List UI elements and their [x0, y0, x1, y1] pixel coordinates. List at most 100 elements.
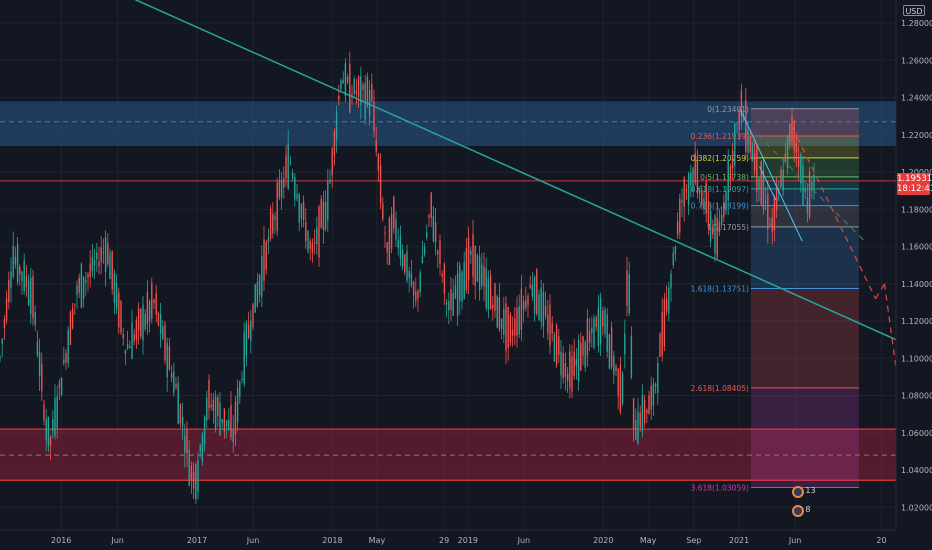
candle-body [540, 287, 542, 322]
candle-body [349, 63, 351, 113]
candle-body [371, 83, 373, 102]
candle-body [302, 201, 305, 220]
candle-body [604, 309, 606, 334]
candle-body [228, 419, 230, 430]
candle-body [626, 270, 628, 306]
candle-body [643, 399, 646, 424]
candle-body [142, 304, 144, 341]
candle-body [408, 270, 410, 278]
candle-body [745, 100, 747, 152]
candle-body [192, 472, 195, 489]
candle-body [320, 198, 322, 228]
event-mark[interactable]: 8 [792, 505, 811, 517]
candle-body [360, 76, 362, 105]
candle-body [177, 382, 179, 425]
candle-body [775, 184, 778, 211]
candle-body [252, 303, 254, 328]
candle-body [219, 403, 221, 436]
candle-body [212, 399, 215, 411]
candle-body [503, 308, 505, 335]
candle-body [549, 304, 551, 346]
candle-body [672, 252, 674, 266]
candle-body [137, 308, 140, 331]
candle-body [692, 168, 694, 192]
candle-body [91, 256, 94, 271]
candle-body [366, 76, 369, 106]
candle-body [544, 305, 547, 316]
candle-body [588, 331, 591, 343]
candle-body [166, 342, 168, 378]
x-tick-label: Jun [110, 536, 124, 545]
candle-body [551, 323, 553, 334]
candle-body [773, 196, 776, 231]
candle-body [637, 411, 639, 445]
candle-body [318, 206, 320, 258]
candle-body [131, 322, 133, 359]
candle-body [687, 173, 690, 205]
candle-body [674, 246, 677, 255]
candle-body [404, 254, 406, 273]
candle-body [542, 291, 545, 327]
candle-body [573, 352, 575, 377]
candle-body [584, 341, 586, 368]
candle-body [720, 214, 723, 226]
candle-body [564, 363, 567, 377]
wedge-line [759, 166, 777, 201]
candle-body [78, 277, 80, 293]
candle-body [767, 194, 769, 230]
candle-body [749, 135, 751, 153]
candle-body [714, 215, 716, 254]
candle-body [661, 311, 663, 357]
candle-body [14, 256, 17, 265]
candle-body [529, 284, 531, 289]
fib-band [750, 135, 859, 158]
candle-body [487, 278, 490, 310]
candle-body [87, 273, 89, 279]
candle-body [610, 327, 613, 367]
candle-body [648, 395, 650, 415]
candle-body [465, 247, 468, 291]
candle-body [705, 182, 707, 214]
currency-label[interactable]: USD [903, 5, 925, 16]
candles-group [0, 51, 815, 504]
candle-body [230, 404, 232, 438]
candle-body [615, 365, 617, 371]
candle-body [758, 178, 760, 190]
candle-body [461, 272, 463, 302]
candle-body [313, 242, 316, 244]
event-mark[interactable]: 13 [792, 486, 816, 499]
candle-body [388, 218, 391, 265]
candle-body [12, 245, 14, 277]
candle-body [346, 77, 349, 82]
candle-body [1, 339, 3, 344]
candle-body [657, 362, 659, 394]
candle-body [485, 268, 487, 309]
candle-body [329, 179, 331, 183]
candle-body [740, 90, 743, 118]
candle-body [736, 123, 738, 125]
candle-body [786, 135, 789, 168]
candle-body [0, 356, 1, 359]
candle-body [364, 83, 366, 120]
candle-body [3, 318, 6, 329]
projection-line [791, 127, 877, 299]
candle-body [16, 243, 19, 282]
candle-body [712, 226, 714, 235]
candle-body [650, 385, 652, 410]
candle-body [283, 178, 285, 188]
candle-body [478, 256, 481, 291]
candle-body [80, 263, 83, 308]
candle-body [96, 252, 98, 260]
candle-body [287, 144, 289, 189]
candle-body [223, 408, 226, 432]
candle-body [423, 246, 426, 255]
candle-body [120, 301, 122, 333]
candle-body [316, 227, 318, 245]
candle-body [56, 396, 58, 429]
candle-body [723, 203, 725, 218]
fib-level-label: 1.618(1.13751) [691, 284, 749, 293]
candle-body [467, 237, 470, 281]
candle-body [428, 215, 430, 218]
candle-body [476, 255, 479, 282]
